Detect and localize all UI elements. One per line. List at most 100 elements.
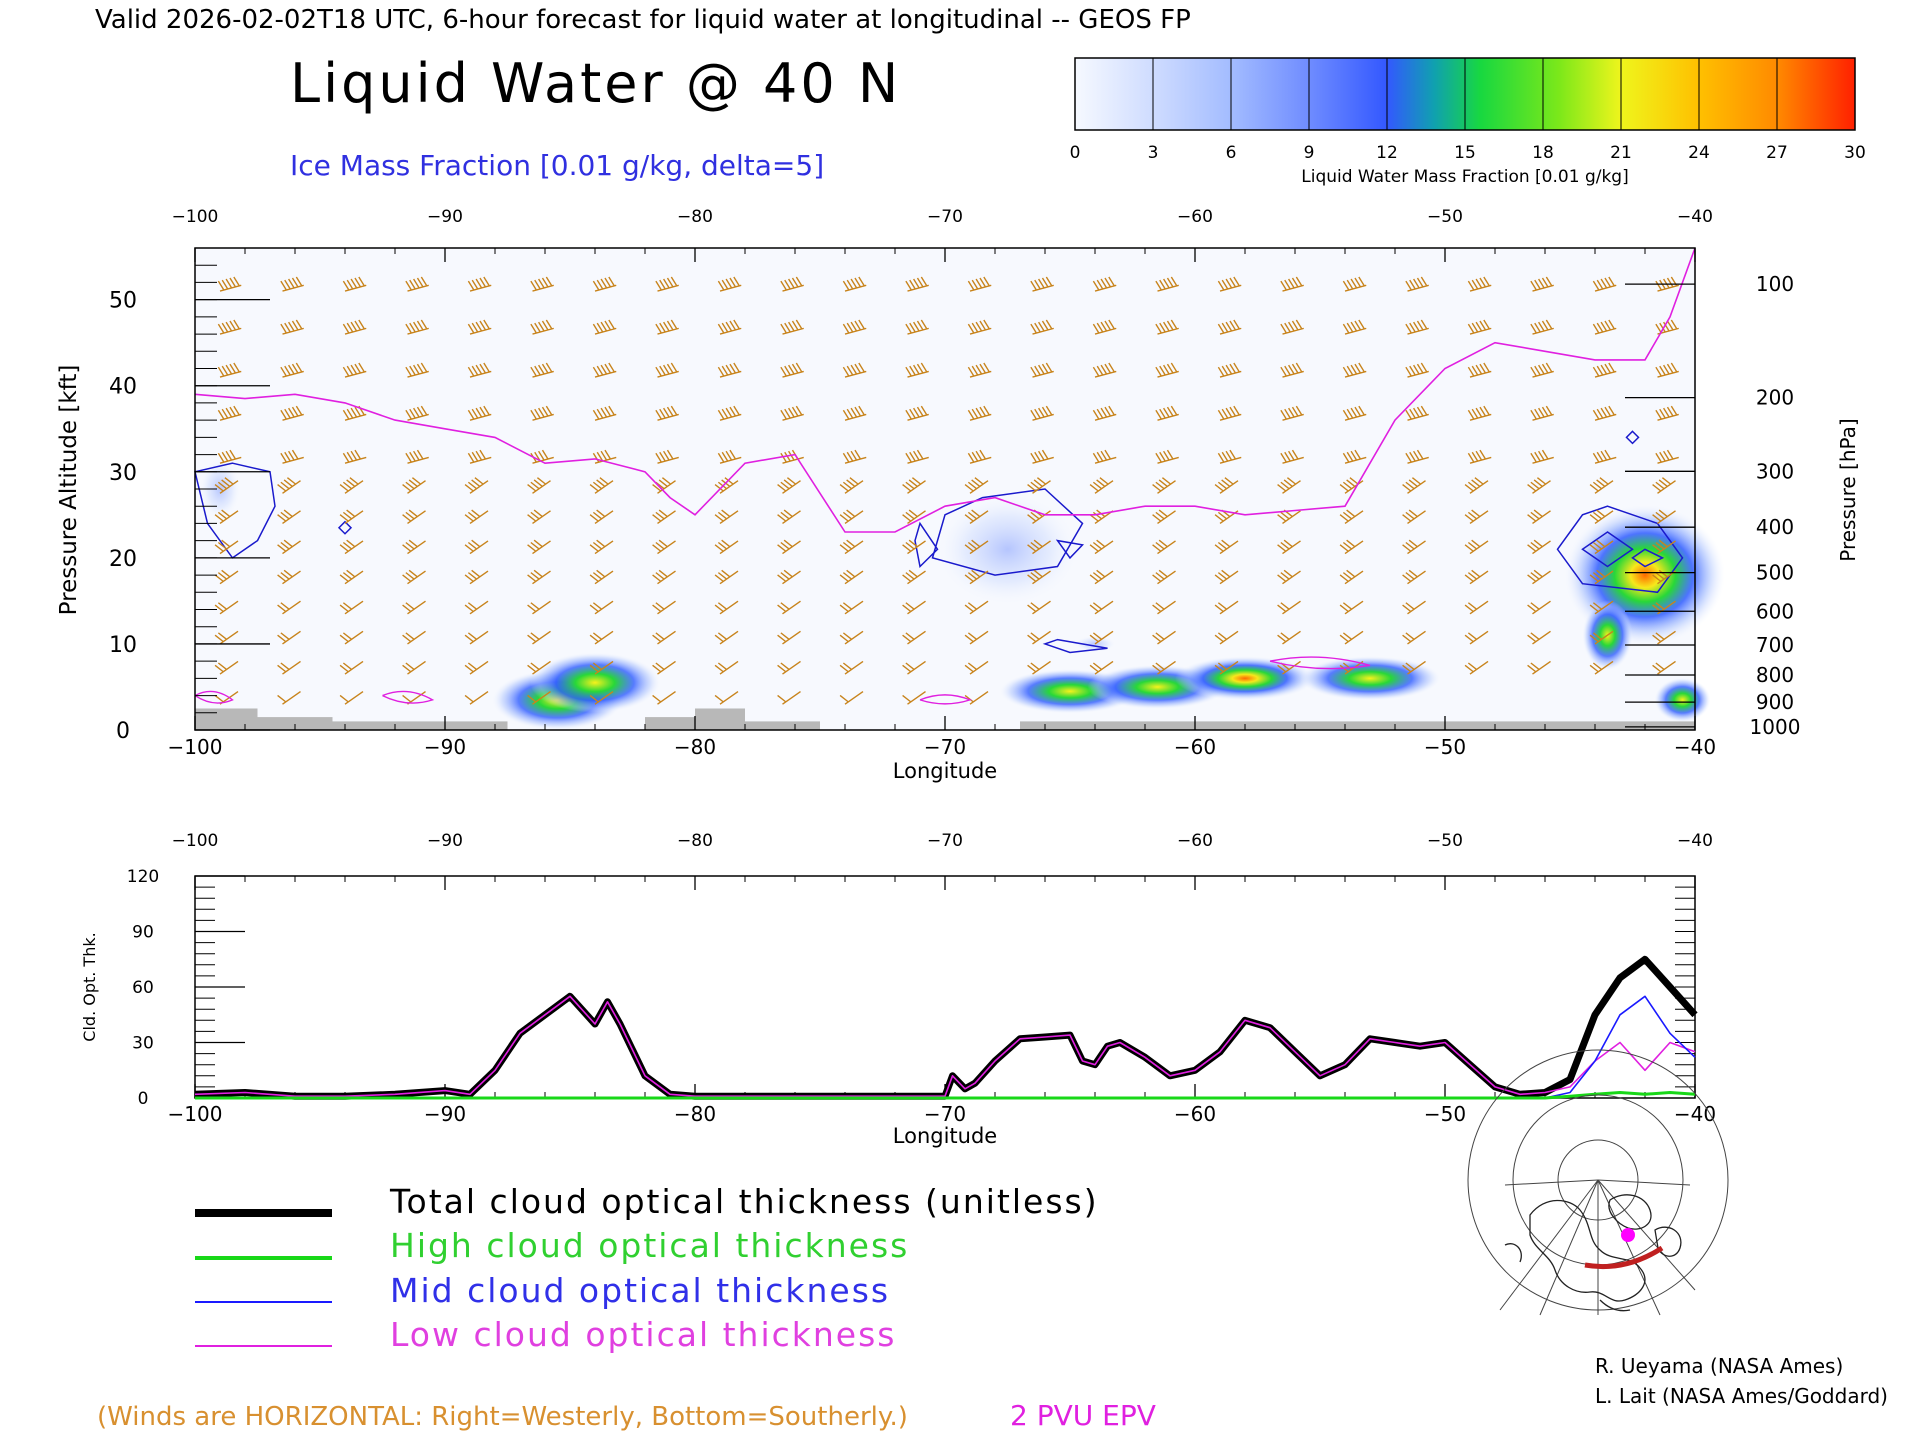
- epv-contour-small: [194, 690, 234, 704]
- chart-title: Liquid Water @ 40 N: [290, 52, 901, 115]
- wind-barb: [342, 449, 367, 464]
- wind-barb: [530, 276, 554, 292]
- wind-barb: [217, 405, 242, 421]
- wind-barb: [467, 319, 492, 335]
- wind-barb: [214, 600, 239, 615]
- wind-barb: [342, 276, 367, 292]
- wind-barb: [277, 630, 301, 645]
- wind-barb: [1402, 660, 1426, 675]
- bottom-x-tick-label: −50: [1424, 1102, 1466, 1126]
- colorbar-tick-label: 12: [1376, 143, 1398, 163]
- wind-barb: [1339, 477, 1364, 494]
- colorbar-tick-label: 30: [1844, 143, 1866, 163]
- colorbar-tick-label: 6: [1226, 143, 1237, 163]
- wind-barb: [1589, 539, 1614, 555]
- wind-barb: [405, 319, 429, 335]
- wind-barb: [652, 660, 676, 675]
- valid-time-line: Valid 2026-02-02T18 UTC, 6-hour forecast…: [95, 5, 1191, 35]
- map-location-marker: [1621, 1228, 1635, 1242]
- colorbar-label: Liquid Water Mass Fraction [0.01 g/kg]: [1301, 167, 1628, 187]
- wind-barb: [780, 276, 804, 292]
- wind-barb: [1464, 569, 1489, 585]
- top-p-tick-label: 1000: [1750, 715, 1801, 739]
- wind-barb: [902, 690, 926, 705]
- wind-barb: [339, 660, 364, 675]
- wind-barb: [842, 405, 867, 421]
- wind-barb: [1339, 600, 1364, 615]
- wind-barb: [1089, 539, 1114, 555]
- epv-2pvu-line: [194, 247, 1696, 533]
- wind-barb: [592, 405, 617, 421]
- wind-barb: [1027, 569, 1051, 585]
- wind-barb: [967, 405, 992, 421]
- ice-contour: [914, 521, 939, 569]
- wind-barb: [280, 405, 304, 421]
- bottom-y-tick-label: 60: [132, 978, 154, 998]
- colorbar-tick-label: 0: [1070, 143, 1081, 163]
- terrain-block: [745, 721, 820, 730]
- wind-barb: [1217, 449, 1242, 464]
- wind-barb: [842, 449, 867, 464]
- wind-barb: [589, 539, 614, 555]
- wind-barb: [964, 569, 989, 585]
- top-p-tick-label: 600: [1756, 599, 1794, 623]
- wind-barb: [1464, 660, 1489, 675]
- epv-contour-small: [1269, 656, 1371, 670]
- bottom-x-axis-label: Longitude: [893, 1124, 997, 1148]
- wind-barb: [1027, 477, 1051, 494]
- wind-barb: [1152, 660, 1176, 675]
- wind-barb: [530, 319, 554, 335]
- wind-barb: [777, 600, 801, 615]
- wind-barb: [964, 539, 989, 555]
- wind-barb: [1592, 276, 1617, 292]
- wind-barb: [339, 569, 364, 585]
- wind-barb: [1467, 405, 1492, 421]
- wind-barb: [589, 690, 614, 705]
- wind-barb: [1655, 449, 1679, 464]
- wind-barb: [530, 362, 554, 378]
- wind-barb: [1280, 405, 1304, 421]
- wind-barb: [339, 630, 364, 645]
- wind-barb: [780, 319, 804, 335]
- wind-barb: [1155, 405, 1179, 421]
- wind-barb: [1214, 600, 1239, 615]
- wind-barb: [839, 690, 864, 705]
- wind-barb: [1152, 600, 1176, 615]
- wind-barb: [464, 477, 489, 494]
- wind-barb: [1339, 630, 1364, 645]
- wind-barb: [280, 276, 304, 292]
- wind-barb: [1277, 509, 1301, 525]
- wind-barb: [214, 477, 239, 494]
- wind-barb: [402, 569, 426, 585]
- ice-mass-fraction-label: Ice Mass Fraction [0.01 g/kg, delta=5]: [290, 149, 824, 182]
- ice-contour-small: [1625, 430, 1640, 445]
- wind-barb: [589, 477, 614, 494]
- wind-barb: [780, 405, 804, 421]
- wind-barb: [1527, 660, 1551, 675]
- wind-barb: [964, 660, 989, 675]
- wind-barb: [714, 539, 739, 555]
- wind-barb: [902, 477, 926, 494]
- bottom-x-tick-label: −40: [1674, 1102, 1716, 1126]
- wind-barb: [1092, 362, 1117, 378]
- wind-barb: [530, 405, 554, 421]
- wind-barb: [1152, 477, 1176, 494]
- wind-barb: [1089, 630, 1114, 645]
- wind-barb: [1092, 449, 1117, 464]
- wind-barb: [280, 362, 304, 378]
- terrain-block: [445, 721, 508, 730]
- wind-barb: [1030, 449, 1054, 464]
- bottom-chart: −100 −100 −90 −90 −80 −80 −70 −70 −60 −60 −50 −50 −4…: [80, 831, 1716, 1148]
- wind-barb: [1467, 449, 1492, 464]
- wind-barb: [1655, 319, 1679, 335]
- wind-barb: [1089, 569, 1114, 585]
- wind-barb: [1217, 362, 1242, 378]
- wind-barb: [589, 630, 614, 645]
- bottom-x-tick-label-upper: −100: [172, 831, 219, 851]
- wind-barb: [1530, 319, 1554, 335]
- wind-barb: [714, 600, 739, 615]
- wind-barb: [964, 600, 989, 615]
- top-x-tick-label-upper: −80: [677, 207, 713, 227]
- wind-barb: [1652, 539, 1676, 555]
- wind-barb: [1155, 276, 1179, 292]
